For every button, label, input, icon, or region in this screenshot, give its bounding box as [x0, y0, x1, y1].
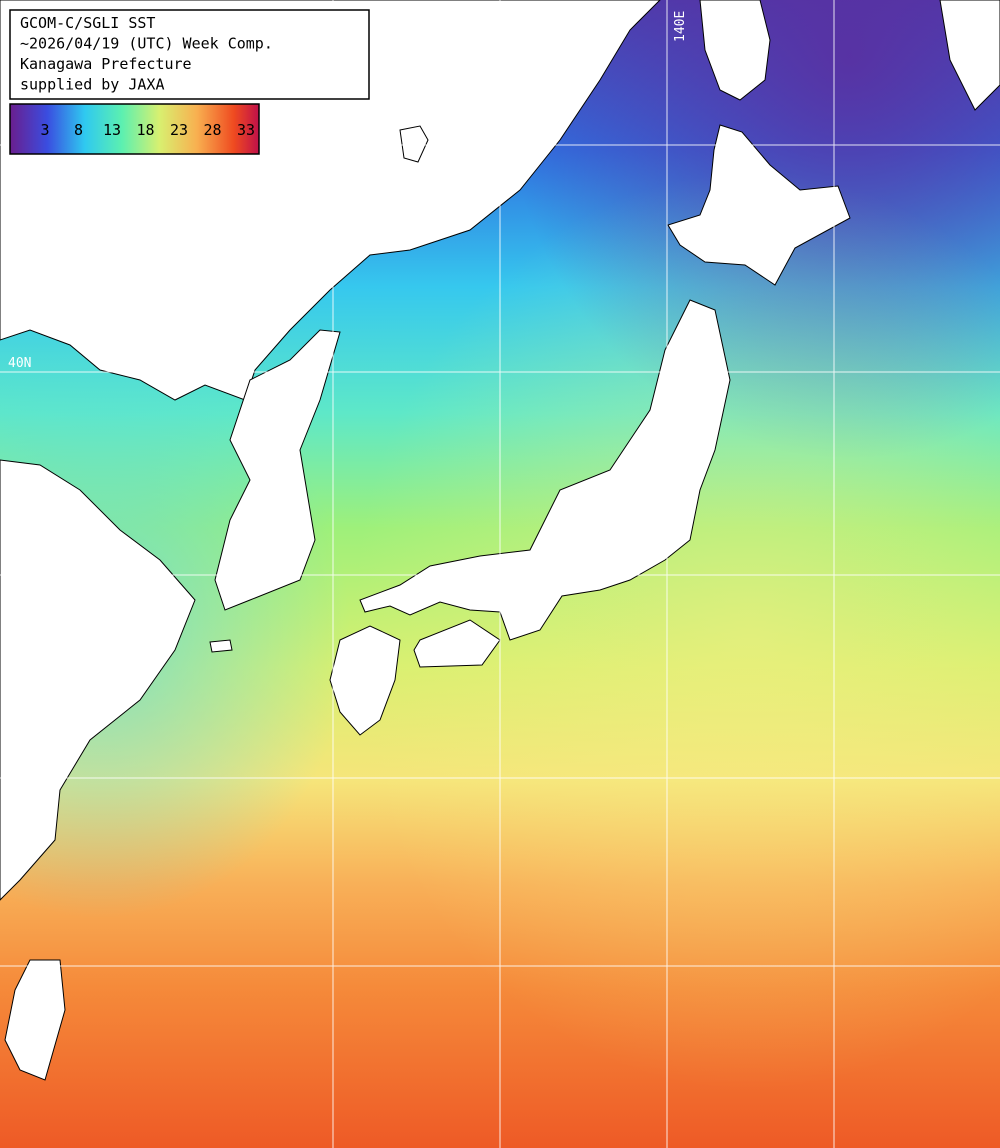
header-line: ~2026/04/19 (UTC) Week Comp. — [20, 35, 273, 53]
longitude-label: 140E — [673, 11, 688, 42]
header-line: Kanagawa Prefecture — [20, 55, 192, 73]
oki — [399, 125, 429, 163]
header-line: supplied by JAXA — [20, 76, 165, 94]
colorbar-tick-label: 3 — [40, 121, 49, 139]
china-coast — [0, 459, 196, 901]
colorbar-tick-label: 18 — [136, 121, 154, 139]
colorbar-tick-label: 8 — [74, 121, 83, 139]
header-line: GCOM-C/SGLI SST — [20, 14, 155, 32]
taiwan — [4, 959, 66, 1081]
kamchatka — [939, 0, 1000, 111]
jeju — [209, 639, 233, 653]
colorbar-tick-label: 33 — [237, 121, 255, 139]
colorbar-tick-label: 23 — [170, 121, 188, 139]
colorbar-ticks: 3 8 13 18 23 28 33 — [40, 121, 255, 139]
colorbar-tick-label: 13 — [103, 121, 121, 139]
korea — [214, 329, 341, 611]
asia-north — [0, 0, 661, 401]
sakhalin — [699, 0, 771, 101]
colorbar — [9, 103, 260, 155]
header-box — [9, 9, 370, 100]
header: GCOM-C/SGLI SST ~2026/04/19 (UTC) Week Co… — [20, 14, 273, 94]
latitude-label: 40N — [8, 356, 31, 371]
honshu — [359, 299, 731, 641]
colorbar-tick-label: 28 — [203, 121, 221, 139]
land — [0, 0, 1000, 1081]
shikoku — [413, 619, 501, 668]
hokkaido — [667, 124, 851, 286]
